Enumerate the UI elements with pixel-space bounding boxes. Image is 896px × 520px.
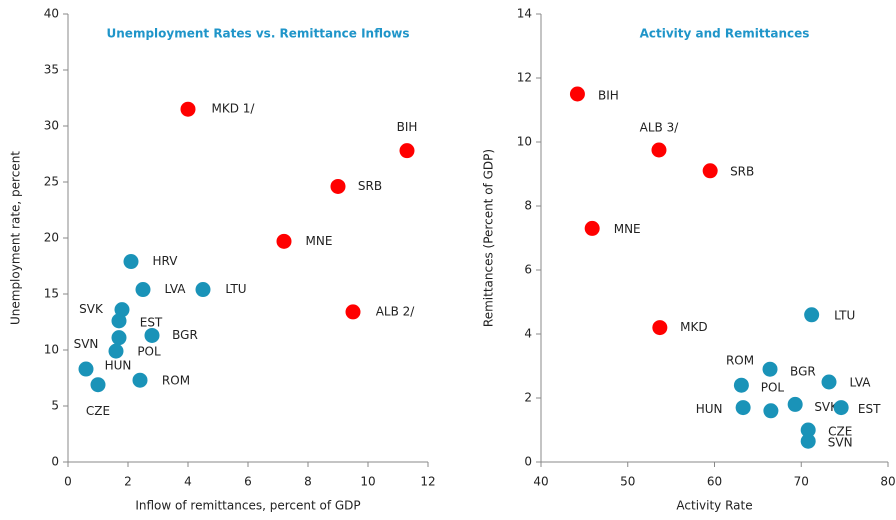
x-tick-label: 10 bbox=[360, 475, 375, 489]
point-label: ROM bbox=[726, 354, 754, 368]
point-label: BIH bbox=[598, 89, 619, 103]
x-tick-label: 12 bbox=[420, 475, 435, 489]
chart-title: Unemployment Rates vs. Remittance Inflow… bbox=[107, 27, 410, 41]
point-label: SRB bbox=[730, 164, 754, 178]
point-label: HUN bbox=[105, 359, 132, 373]
point-label: ALB 3/ bbox=[640, 121, 680, 135]
x-tick-label: 2 bbox=[124, 475, 132, 489]
y-tick-label: 10 bbox=[517, 135, 532, 149]
point bbox=[763, 403, 779, 419]
x-tick-label: 8 bbox=[304, 475, 312, 489]
point bbox=[569, 86, 585, 102]
y-tick-label: 5 bbox=[51, 399, 59, 413]
point bbox=[330, 178, 346, 194]
x-tick-label: 4 bbox=[184, 475, 192, 489]
point bbox=[132, 372, 148, 388]
point-label: EST bbox=[140, 315, 163, 329]
y-tick-label: 6 bbox=[524, 263, 532, 277]
y-tick-label: 25 bbox=[44, 175, 59, 189]
point-label: SRB bbox=[358, 179, 382, 193]
y-tick-label: 2 bbox=[524, 391, 532, 405]
point bbox=[762, 361, 778, 377]
point bbox=[833, 400, 849, 416]
point bbox=[821, 374, 837, 390]
point bbox=[144, 327, 160, 343]
x-tick-label: 50 bbox=[620, 475, 635, 489]
y-axis-label: Unemployment rate, percent bbox=[9, 151, 23, 325]
y-tick-label: 14 bbox=[517, 7, 532, 21]
point-label: HUN bbox=[696, 402, 723, 416]
point-label: SVN bbox=[828, 436, 853, 450]
point-label: SVK bbox=[79, 302, 104, 316]
chart-title: Activity and Remittances bbox=[640, 27, 810, 41]
point bbox=[584, 220, 600, 236]
y-tick-label: 40 bbox=[44, 7, 59, 21]
point bbox=[800, 422, 816, 438]
point-label: BGR bbox=[790, 364, 816, 378]
x-tick-label: 70 bbox=[794, 475, 809, 489]
point-label: CZE bbox=[86, 404, 110, 418]
point-label: SVK bbox=[814, 400, 839, 414]
point-label: MNE bbox=[306, 234, 333, 248]
point bbox=[123, 254, 139, 270]
point-label: EST bbox=[858, 402, 881, 416]
y-tick-label: 4 bbox=[524, 327, 532, 341]
point-label: LTU bbox=[225, 282, 246, 296]
y-tick-label: 12 bbox=[517, 71, 532, 85]
point bbox=[111, 330, 127, 346]
x-axis-label: Activity Rate bbox=[676, 499, 752, 513]
y-axis-label: Remittances (Percent of GDP) bbox=[482, 149, 496, 327]
point-label: POL bbox=[761, 381, 785, 395]
y-tick-label: 30 bbox=[44, 119, 59, 133]
y-tick-label: 10 bbox=[44, 343, 59, 357]
point-label: POL bbox=[137, 345, 161, 359]
y-tick-label: 35 bbox=[44, 63, 59, 77]
point-label: LVA bbox=[849, 376, 871, 390]
x-tick-label: 0 bbox=[64, 475, 72, 489]
y-tick-label: 0 bbox=[524, 455, 532, 469]
point bbox=[702, 163, 718, 179]
point bbox=[345, 304, 361, 320]
point-label: LVA bbox=[164, 282, 186, 296]
point bbox=[735, 400, 751, 416]
point bbox=[800, 433, 816, 449]
x-tick-label: 6 bbox=[244, 475, 252, 489]
point bbox=[111, 313, 127, 329]
y-tick-label: 15 bbox=[44, 287, 59, 301]
point-label: MNE bbox=[614, 222, 641, 236]
point-label: HRV bbox=[153, 254, 179, 268]
point bbox=[787, 396, 803, 412]
point bbox=[135, 282, 151, 298]
y-tick-label: 8 bbox=[524, 199, 532, 213]
point-label: CZE bbox=[828, 425, 852, 439]
point bbox=[804, 307, 820, 323]
point-label: MKD bbox=[680, 320, 707, 334]
y-tick-label: 20 bbox=[44, 231, 59, 245]
point bbox=[651, 142, 667, 158]
point bbox=[733, 377, 749, 393]
point-label: SVN bbox=[74, 337, 99, 351]
x-tick-label: 80 bbox=[880, 475, 895, 489]
point bbox=[652, 320, 668, 336]
point-label: LTU bbox=[834, 308, 855, 322]
x-tick-label: 40 bbox=[533, 475, 548, 489]
x-axis-label: Inflow of remittances, percent of GDP bbox=[135, 499, 360, 513]
point bbox=[78, 361, 94, 377]
point-label: BIH bbox=[397, 120, 418, 134]
point bbox=[276, 233, 292, 249]
point bbox=[108, 343, 124, 359]
y-tick-label: 0 bbox=[51, 455, 59, 469]
point-label: ALB 2/ bbox=[376, 304, 416, 318]
point bbox=[195, 282, 211, 298]
point-label: ROM bbox=[162, 374, 190, 388]
point bbox=[180, 101, 196, 117]
point bbox=[399, 143, 415, 159]
point bbox=[90, 377, 106, 393]
point-label: MKD 1/ bbox=[212, 102, 256, 116]
point-label: BGR bbox=[172, 328, 198, 342]
x-tick-label: 60 bbox=[707, 475, 722, 489]
